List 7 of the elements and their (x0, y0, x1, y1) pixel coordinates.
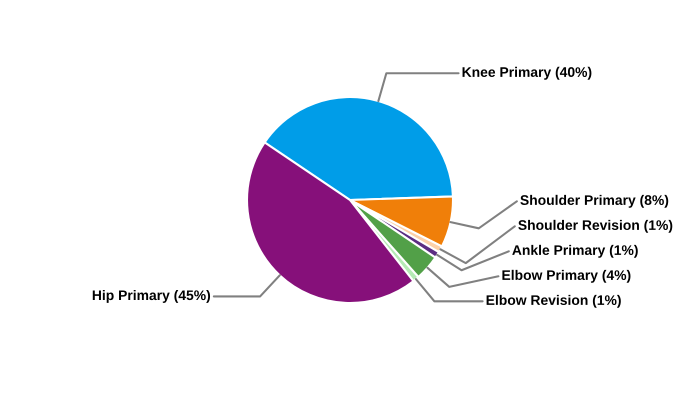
slice-label: Elbow Primary (4%) (502, 270, 630, 283)
slice-label: Shoulder Primary (8%) (520, 194, 668, 208)
slice-label: Hip Primary (45%) (92, 290, 210, 303)
slice-label: Knee Primary (40%) (462, 66, 592, 80)
slice-label: Ankle Primary (1%) (512, 244, 638, 258)
slice-label: Shoulder Revision (1%) (518, 220, 672, 233)
slice-label: Elbow Revision (1%) (486, 294, 621, 308)
